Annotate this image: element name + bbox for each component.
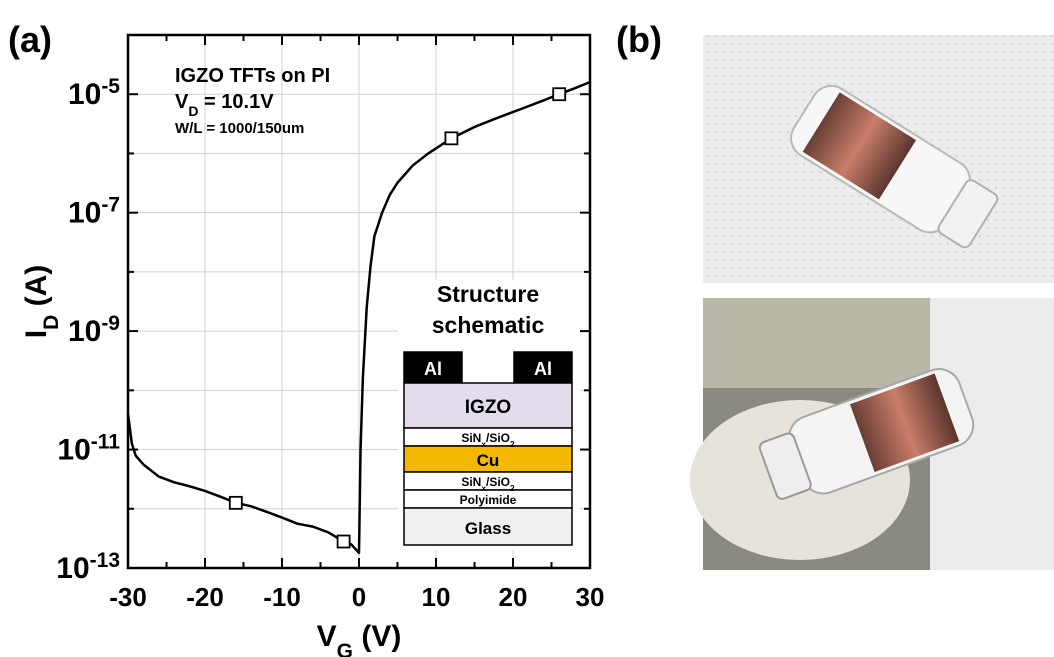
layer-label: Cu: [477, 451, 500, 470]
script-text: 2: [510, 483, 515, 493]
inset-title: schematic: [432, 312, 545, 338]
annotation: IGZO TFTs on PI: [175, 65, 330, 87]
text-part: (A): [20, 265, 53, 315]
layer-label: Glass: [465, 519, 511, 538]
script-text: -5: [101, 75, 120, 98]
text-part: 10: [68, 315, 101, 348]
x-tick-label: -20: [186, 582, 224, 612]
x-tick-label: -30: [109, 582, 147, 612]
layer-al: [513, 351, 573, 384]
y-tick-label: 10-7: [68, 193, 120, 230]
y-tick-label: 10-5: [68, 75, 120, 112]
x-tick-label: 10: [422, 582, 451, 612]
annotation: W/L = 1000/150um: [175, 120, 304, 137]
layer-al: [403, 351, 463, 384]
text-part: V: [175, 91, 189, 113]
inset-title: Structure: [437, 281, 539, 307]
script-text: -7: [101, 193, 120, 216]
script-text: -11: [91, 430, 121, 453]
script-text: x: [481, 483, 486, 493]
panel-label: (a): [8, 19, 52, 60]
text-part: SiN: [461, 431, 481, 445]
text-part: I: [20, 330, 53, 338]
data-marker: [552, 87, 567, 102]
y-tick-label: 10-13: [56, 549, 120, 586]
x-axis-label: VG (V): [317, 620, 402, 657]
script-text: -9: [101, 312, 120, 335]
x-tick-label: 20: [499, 582, 528, 612]
x-tick-label: -10: [263, 582, 301, 612]
text-part: /SiO: [486, 431, 510, 445]
y-tick-label: 10-11: [57, 430, 120, 467]
layer-label: SiNx/SiO2: [461, 431, 515, 449]
layer-cu: [403, 445, 573, 473]
data-marker: [336, 534, 351, 549]
script-text: D: [188, 103, 198, 119]
y-tick-label: 10-9: [68, 312, 120, 349]
data-marker: [228, 495, 243, 510]
script-text: G: [337, 640, 353, 657]
layer-label: Al: [534, 359, 552, 379]
layer-glass: [403, 507, 573, 546]
panel-label: (b): [616, 19, 662, 60]
script-text: x: [481, 439, 486, 449]
script-text: D: [40, 315, 63, 330]
text-part: = 10.1V: [198, 91, 274, 113]
text-part: 10: [68, 78, 101, 111]
text-part: W/L = 1000/150um: [175, 120, 304, 137]
x-tick-label: 0: [352, 582, 366, 612]
annotation: VD = 10.1V: [175, 91, 274, 119]
x-tick-label: 30: [576, 582, 605, 612]
layer-label: SiNx/SiO2: [461, 475, 515, 493]
layer-label: IGZO: [465, 397, 511, 418]
text-part: 10: [68, 197, 101, 230]
text-part: V: [317, 620, 337, 653]
plot-frame: [126, 33, 592, 570]
text-part: SiN: [461, 475, 481, 489]
text-part: 10: [56, 552, 89, 585]
data-marker: [444, 131, 459, 146]
data-line: [126, 80, 591, 555]
text-part: 10: [57, 434, 90, 467]
text-part: /SiO: [486, 475, 510, 489]
script-text: 2: [510, 439, 515, 449]
text-part: (V): [353, 620, 401, 653]
photo-vial-in-hand: [690, 298, 1054, 570]
structure-schematic: Structure schematic Al Al IGZO SiNx/SiO2…: [398, 280, 580, 550]
layer-label: Al: [424, 359, 442, 379]
layer-igzo: [403, 382, 573, 429]
text-part: IGZO TFTs on PI: [175, 65, 330, 87]
photo-vial-on-table: [703, 35, 1054, 283]
layer-label: Polyimide: [460, 493, 517, 507]
script-text: -13: [90, 549, 120, 572]
y-axis-label: ID (A): [20, 265, 63, 339]
